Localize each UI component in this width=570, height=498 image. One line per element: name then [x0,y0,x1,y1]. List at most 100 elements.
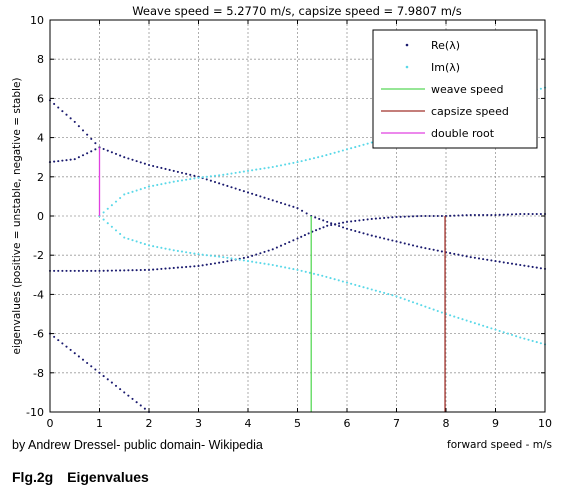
im-eigenvalue-point [205,254,208,257]
im-eigenvalue-point [321,274,324,277]
re-eigenvalue-point [453,214,456,217]
re-eigenvalue-point [119,269,122,272]
re-eigenvalue-point [307,232,310,235]
re-eigenvalue-point [338,222,341,225]
re-eigenvalue-point [189,173,192,176]
im-eigenvalue-point [436,310,439,313]
re-eigenvalue-point [123,156,126,159]
im-eigenvalue-point [333,151,336,154]
re-eigenvalue-point [193,265,196,268]
im-eigenvalue-point [292,161,295,164]
y-axis-label: eigenvalues (positive = unstable, negati… [11,77,23,354]
re-eigenvalue-point [147,163,151,167]
im-eigenvalue-point [251,169,254,172]
re-eigenvalue-point [461,214,464,217]
re-eigenvalue-point [296,237,299,240]
re-eigenvalue-point [411,244,415,247]
re-eigenvalue-point [209,262,212,266]
im-eigenvalue-point [114,229,118,232]
re-eigenvalue-point [139,269,142,272]
re-eigenvalue-point [73,269,76,272]
re-eigenvalue-point [110,151,113,154]
re-eigenvalue-point [53,160,56,163]
re-eigenvalue-point [251,254,254,257]
re-eigenvalue-point [399,215,402,218]
im-eigenvalue-point [197,176,200,179]
re-eigenvalue-point [322,226,325,229]
y-tick-label: 0 [37,210,44,223]
im-eigenvalue-point [486,326,489,329]
im-eigenvalue-point [201,253,204,256]
re-eigenvalue-point [279,244,283,247]
re-eigenvalue-point [519,263,522,267]
re-eigenvalue-point [53,269,56,272]
im-eigenvalue-point [102,211,105,214]
re-eigenvalue-point [123,391,126,394]
re-eigenvalue-point [242,256,245,260]
re-eigenvalue-point [326,220,329,223]
im-eigenvalue-point [226,173,229,176]
re-eigenvalue-point [362,232,365,235]
re-eigenvalue-point [498,260,501,263]
re-eigenvalue-point [226,260,229,263]
re-eigenvalue-point [486,213,489,217]
im-eigenvalue-point [461,318,464,321]
im-eigenvalue-point [259,261,262,265]
re-eigenvalue-point [90,137,93,140]
re-eigenvalue-point [527,212,530,216]
im-eigenvalue-point [457,316,460,319]
im-eigenvalue-point [185,251,188,254]
im-eigenvalue-point [424,305,427,308]
re-eigenvalue-point [407,215,410,218]
im-eigenvalue-point [135,240,138,243]
x-tick-label: 3 [195,417,202,430]
im-eigenvalue-point [234,171,237,174]
re-eigenvalue-point [469,256,472,259]
re-eigenvalue-point [242,190,245,193]
re-eigenvalue-point [267,249,270,252]
y-tick-label: 8 [37,53,44,66]
im-eigenvalue-point [106,222,109,225]
im-eigenvalue-point [189,178,192,181]
re-eigenvalue-point [515,213,518,216]
re-eigenvalue-point [301,209,304,212]
re-eigenvalue-point [473,213,476,217]
re-eigenvalue-point [185,265,188,269]
re-eigenvalue-point [164,167,167,171]
re-eigenvalue-point [374,235,377,238]
re-eigenvalue-point [275,246,278,249]
re-eigenvalue-point [428,214,431,218]
re-eigenvalue-point [436,249,439,252]
im-eigenvalue-point [123,236,126,239]
re-eigenvalue-point [271,248,274,251]
im-eigenvalue-point [296,268,299,271]
re-eigenvalue-point [420,246,423,249]
re-eigenvalue-point [230,259,233,262]
im-eigenvalue-point [391,294,394,297]
im-eigenvalue-point [131,239,134,242]
re-eigenvalue-point [494,260,497,263]
re-eigenvalue-point [354,219,357,222]
re-eigenvalue-point [81,154,85,157]
x-tick-label: 5 [294,417,301,430]
im-eigenvalue-point [131,190,134,193]
im-eigenvalue-point [325,275,328,278]
im-eigenvalue-point [156,183,159,187]
re-eigenvalue-point [90,365,93,368]
im-eigenvalue-point [156,245,159,249]
y-tick-label: -10 [26,406,44,419]
y-tick-label: -8 [33,367,44,380]
im-eigenvalue-point [230,257,233,260]
re-eigenvalue-point [263,196,266,199]
re-eigenvalue-point [490,213,493,217]
data-points [48,86,547,414]
re-eigenvalue-point [86,361,89,365]
im-eigenvalue-point [531,339,534,343]
im-eigenvalue-point [370,141,373,144]
re-eigenvalue-point [341,221,345,224]
re-eigenvalue-point [90,269,93,272]
re-eigenvalue-point [69,348,72,351]
re-eigenvalue-point [73,120,76,123]
im-eigenvalue-point [176,249,179,252]
x-tick-label: 1 [96,417,103,430]
